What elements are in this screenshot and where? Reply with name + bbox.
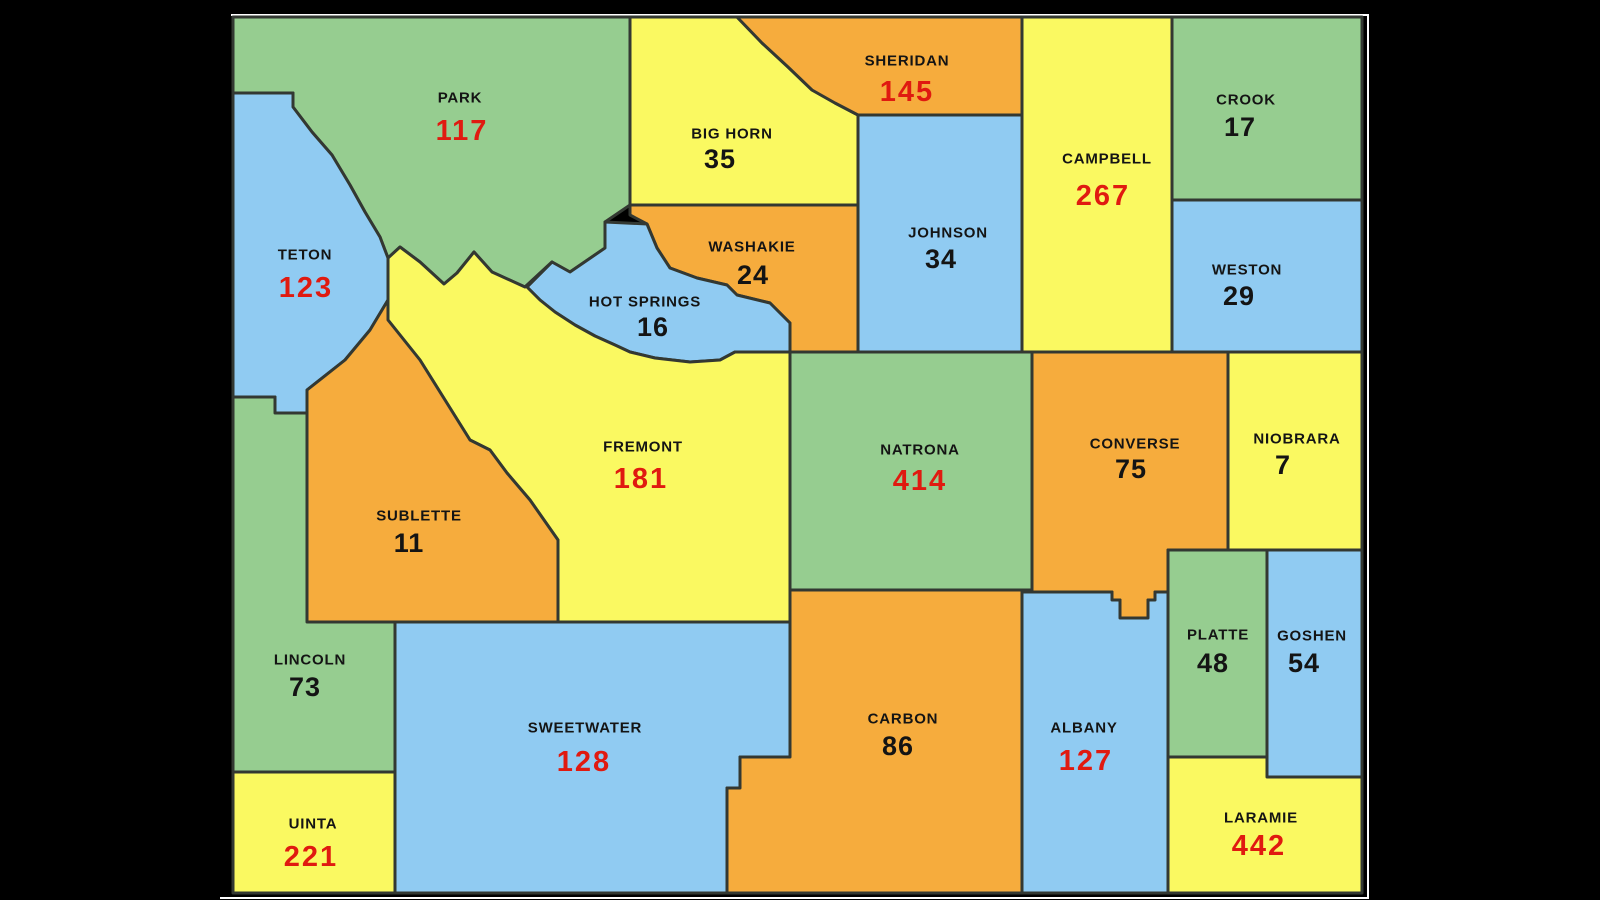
county-value-converse: 75 [1115, 454, 1147, 484]
county-name-goshen: GOSHEN [1277, 628, 1347, 645]
county-name-sublette: SUBLETTE [376, 508, 462, 525]
county-name-converse: CONVERSE [1090, 436, 1181, 453]
county-name-fremont: FREMONT [603, 439, 683, 456]
county-shape-albany [1020, 590, 1170, 895]
county-name-bighorn: BIG HORN [691, 126, 772, 143]
map-frame [220, 14, 1369, 899]
county-shape-crook [1170, 15, 1364, 202]
county-value-niobrara: 7 [1275, 450, 1291, 480]
county-name-niobrara: NIOBRARA [1253, 431, 1340, 448]
county-value-goshen: 54 [1288, 648, 1320, 678]
county-value-natrona: 414 [893, 465, 947, 497]
county-name-natrona: NATRONA [880, 442, 959, 459]
county-value-park: 117 [436, 115, 489, 147]
county-name-laramie: LARAMIE [1224, 810, 1298, 827]
county-value-platte: 48 [1197, 648, 1229, 678]
county-name-crook: CROOK [1216, 92, 1276, 109]
county-value-campbell: 267 [1076, 180, 1130, 212]
county-name-sheridan: SHERIDAN [865, 53, 950, 70]
county-value-sublette: 11 [394, 528, 425, 558]
county-name-weston: WESTON [1212, 262, 1282, 279]
county-value-fremont: 181 [614, 463, 668, 495]
county-name-albany: ALBANY [1050, 720, 1117, 737]
county-value-uinta: 221 [284, 841, 338, 873]
county-name-johnson: JOHNSON [908, 225, 988, 242]
county-name-platte: PLATTE [1187, 627, 1249, 644]
county-name-teton: TETON [278, 247, 333, 264]
county-value-bighorn: 35 [704, 144, 736, 174]
county-value-washakie: 24 [737, 260, 769, 290]
county-shape-laramie [1166, 755, 1364, 895]
county-name-campbell: CAMPBELL [1062, 151, 1152, 168]
county-value-teton: 123 [279, 272, 333, 304]
county-name-washakie: WASHAKIE [708, 239, 795, 256]
county-shape-uinta [231, 770, 397, 895]
county-value-laramie: 442 [1232, 830, 1286, 862]
county-value-albany: 127 [1059, 745, 1113, 777]
county-value-crook: 17 [1224, 112, 1256, 142]
county-name-hotsprings: HOT SPRINGS [589, 294, 701, 311]
county-shape-sublette [305, 298, 560, 624]
county-value-sweetwater: 128 [557, 746, 611, 778]
county-value-weston: 29 [1223, 281, 1255, 311]
county-name-lincoln: LINCOLN [274, 652, 346, 669]
county-value-hotsprings: 16 [637, 312, 669, 342]
county-value-johnson: 34 [925, 244, 957, 274]
county-value-lincoln: 73 [289, 672, 321, 702]
county-name-sweetwater: SWEETWATER [528, 720, 642, 737]
county-name-carbon: CARBON [868, 711, 939, 728]
county-shape-niobrara [1226, 350, 1364, 552]
county-layer [231, 15, 1364, 895]
county-name-uinta: UINTA [289, 816, 338, 833]
county-value-sheridan: 145 [880, 76, 934, 108]
county-value-carbon: 86 [882, 731, 914, 761]
county-name-park: PARK [438, 90, 483, 107]
